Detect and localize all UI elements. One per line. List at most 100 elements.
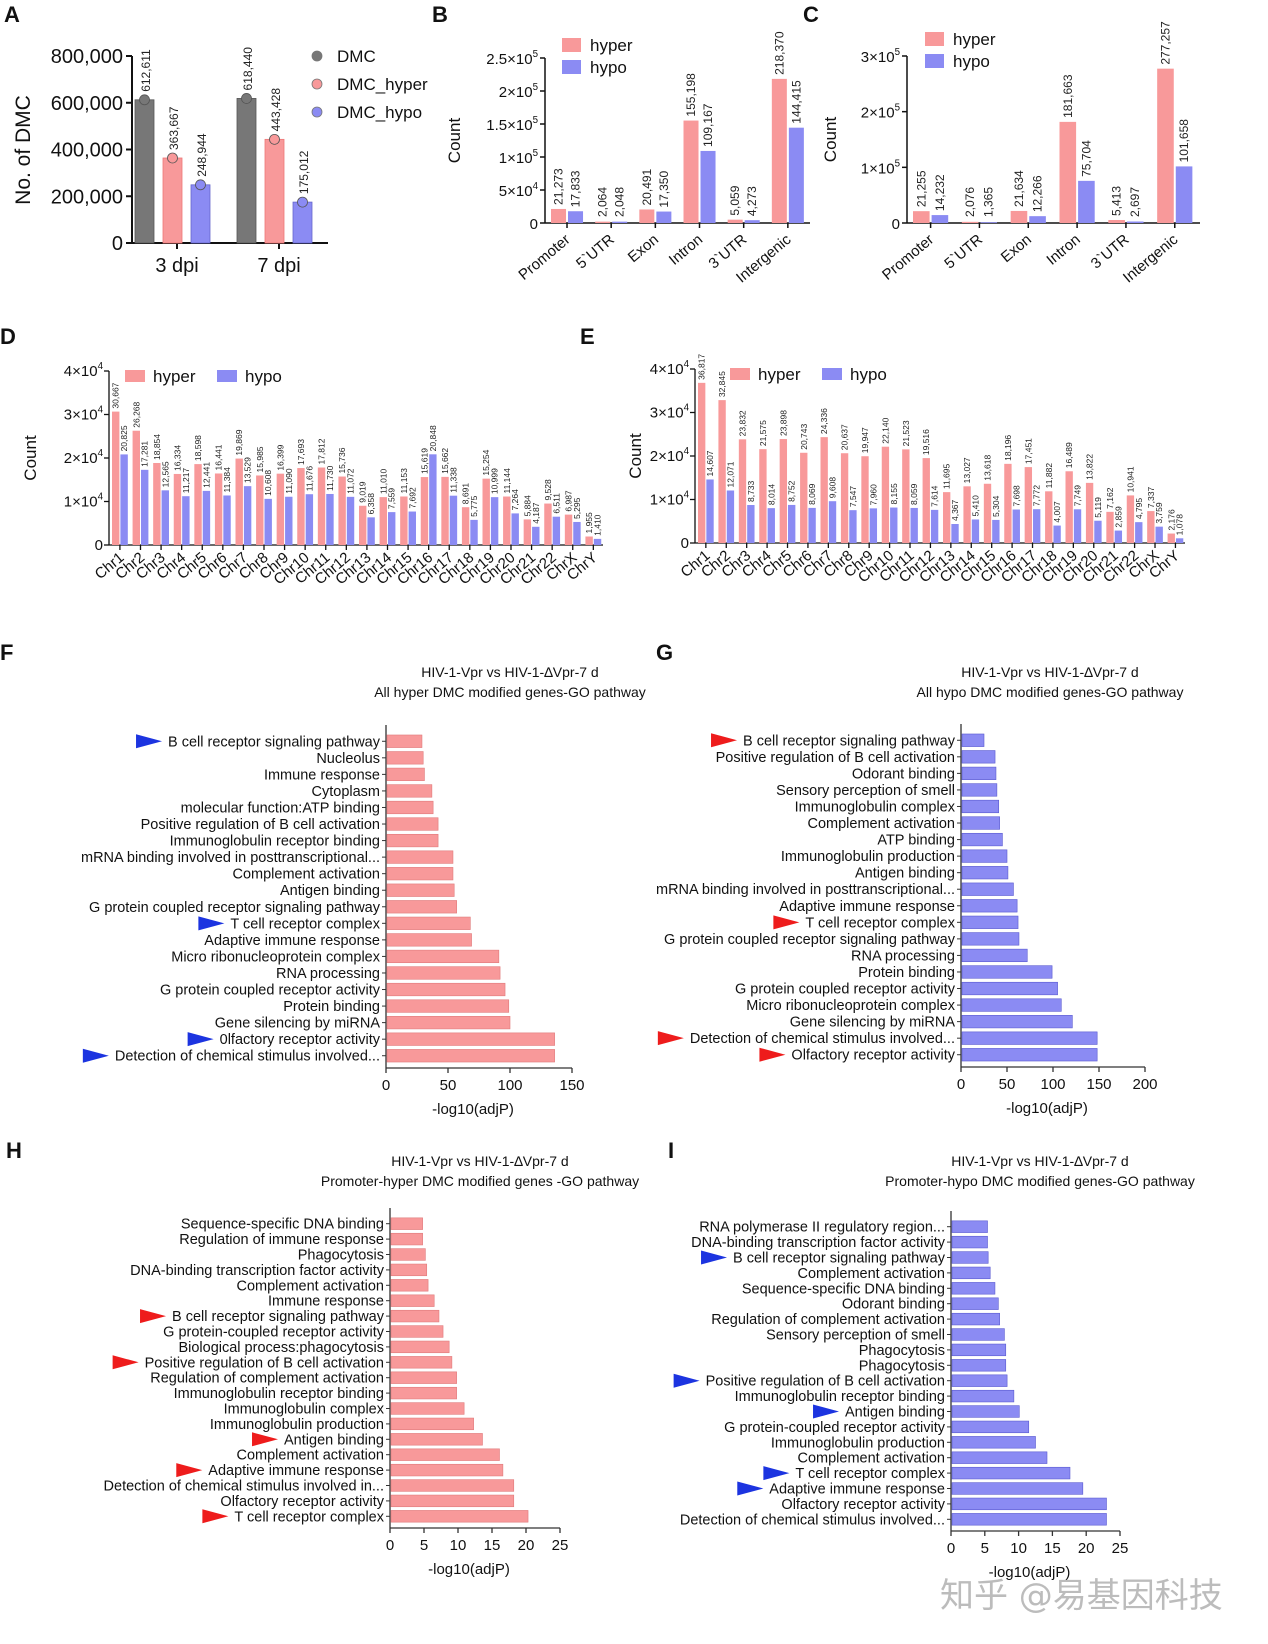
bar-hypo xyxy=(264,498,272,545)
x-tick-label: 25 xyxy=(552,1537,569,1554)
data-label: 4,367 xyxy=(950,499,960,521)
data-label: 13,618 xyxy=(983,454,993,480)
category-label: Gene silencing by miRNA xyxy=(790,1015,956,1031)
bar xyxy=(951,1497,1107,1511)
y-tick-label: 0 xyxy=(112,233,123,255)
category-label: G protein coupled receptor signaling pat… xyxy=(664,932,956,948)
bar-DMC_hyper xyxy=(162,157,183,244)
bar-hypo xyxy=(490,497,499,545)
category-label: mRNA binding involved in posttranscripti… xyxy=(656,882,955,898)
category-label: Micro ribonucleoprotein complex xyxy=(746,998,955,1014)
category-label: Olfactory receptor activity xyxy=(781,1497,945,1513)
data-label: 2,076 xyxy=(963,187,977,217)
data-label: 5,119 xyxy=(1093,497,1103,518)
data-label: 26,268 xyxy=(131,401,141,427)
x-tick-label: 200 xyxy=(1132,1076,1157,1093)
bar-hypo xyxy=(1114,530,1123,543)
bar-hypo xyxy=(1012,509,1020,543)
bar xyxy=(961,783,998,797)
bar-hyper xyxy=(338,476,346,545)
legend-swatch-hyper xyxy=(562,38,581,52)
bar-DMC_hypo xyxy=(190,184,211,244)
bar xyxy=(951,1451,1048,1464)
bar-hypo xyxy=(971,519,980,543)
legend-label: hyper xyxy=(953,30,996,49)
point-DMC_hypo xyxy=(297,196,308,208)
category-label: DNA-binding transcription factor activit… xyxy=(691,1235,946,1251)
bar-hypo xyxy=(573,521,581,545)
category-label: Phagocytosis xyxy=(859,1343,945,1359)
category-label: 0lfactory receptor activity xyxy=(220,1032,381,1048)
data-label: 23,832 xyxy=(738,410,748,436)
x-tick-label: 10 xyxy=(1010,1540,1027,1557)
bar-hyper xyxy=(738,439,747,543)
legend-label: hypo xyxy=(590,58,627,77)
bar-hyper xyxy=(214,473,223,545)
legend-swatch-hyper xyxy=(125,370,145,382)
data-label: 16,441 xyxy=(214,444,224,470)
category-label: Sensory perception of smell xyxy=(766,1328,945,1344)
category-label: Protein binding xyxy=(283,999,380,1015)
bar-hyper xyxy=(1024,467,1033,543)
data-label: 5,884 xyxy=(522,495,532,517)
legend-marker-DMC_hypo xyxy=(311,106,323,118)
category-label: Immunoglobulin receptor binding xyxy=(174,1386,384,1402)
bar-hypo xyxy=(1175,166,1193,223)
data-label: 12,441 xyxy=(201,462,211,488)
bar-hyper xyxy=(727,219,743,223)
bar xyxy=(390,1402,465,1415)
bar xyxy=(390,1356,453,1369)
category-label: B cell receptor signaling pathway xyxy=(172,1309,385,1325)
category-label: Immunoglobulin production xyxy=(781,849,955,865)
category-label: Regulation of complement activation xyxy=(150,1371,384,1387)
data-label: 21,575 xyxy=(758,420,768,446)
point-DMC xyxy=(139,94,150,106)
data-label: 30,667 xyxy=(111,382,121,408)
bar xyxy=(961,1015,1073,1029)
category-label: Olfactory receptor activity xyxy=(791,1048,955,1064)
bar-hyper xyxy=(1010,210,1028,223)
data-label: 5,775 xyxy=(469,495,479,517)
data-label: 21,634 xyxy=(1012,170,1026,207)
bar xyxy=(386,933,472,947)
y-tick-label: 0 xyxy=(681,535,689,552)
bar-hyper xyxy=(881,446,890,543)
chart-subtitle: Promoter-hypo DMC modified genes-GO path… xyxy=(885,1173,1195,1189)
category-label: Detection of chemical stimulus involved.… xyxy=(115,1049,380,1065)
bar xyxy=(390,1494,515,1508)
x-tick-label: 7 dpi xyxy=(257,255,300,277)
category-label: Immune response xyxy=(264,767,380,783)
data-label: 17,350 xyxy=(657,171,671,208)
data-label: 9,528 xyxy=(543,479,553,501)
category-label: G protein-coupled receptor activity xyxy=(724,1420,946,1436)
point-DMC_hyper xyxy=(269,133,280,145)
category-label: G protein coupled receptor activity xyxy=(735,982,956,998)
bar xyxy=(951,1220,988,1233)
category-label: Positive regulation of B cell activation xyxy=(706,1374,945,1390)
y-tick-label: 0 xyxy=(892,216,900,233)
category-label: Positive regulation of B cell activation xyxy=(716,750,955,766)
chart-title: HIV-1-Vpr vs HIV-1-∆Vpr-7 d xyxy=(951,1153,1128,1169)
data-label: 8,752 xyxy=(787,480,797,502)
arrow-marker-icon xyxy=(813,1404,840,1419)
bar xyxy=(961,866,1009,880)
bar xyxy=(951,1374,1008,1387)
category-label: RNA processing xyxy=(851,948,955,964)
bar-hyper xyxy=(1106,511,1114,543)
bar-hyper xyxy=(420,477,429,545)
bar xyxy=(390,1248,426,1261)
bar xyxy=(390,1325,444,1338)
bar xyxy=(961,932,1020,946)
data-label: 5,410 xyxy=(970,495,980,517)
category-label: Adaptive immune response xyxy=(208,1463,384,1479)
bar-hypo xyxy=(869,508,878,543)
x-axis-title: -log10(adjP) xyxy=(432,1101,514,1118)
bar xyxy=(951,1251,989,1264)
data-label: 19,947 xyxy=(860,427,870,453)
y-tick-label: 3×104 xyxy=(64,405,104,424)
arrow-marker-icon xyxy=(202,1509,229,1524)
bar xyxy=(386,982,506,997)
bar-hypo xyxy=(1175,538,1184,543)
arrow-marker-icon xyxy=(673,1373,700,1388)
category-label: B cell receptor signaling pathway xyxy=(168,734,381,750)
